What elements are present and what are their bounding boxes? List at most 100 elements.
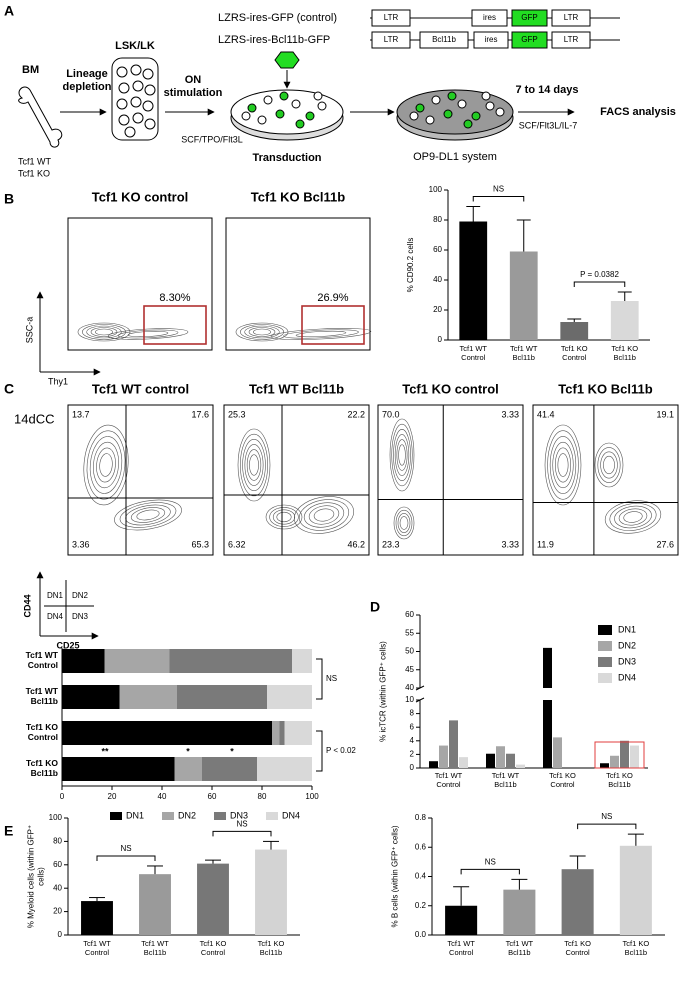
cell xyxy=(291,99,301,109)
key-label: DN2 xyxy=(72,591,89,600)
contour xyxy=(130,507,166,523)
contour xyxy=(240,324,284,340)
bar xyxy=(630,745,639,768)
cell xyxy=(485,101,495,111)
contour xyxy=(391,423,413,487)
x-tick-label-box: Tcf1 WT Bcl11b xyxy=(506,939,534,957)
quadrant-value: 3.33 xyxy=(501,539,519,549)
annotation: NS xyxy=(326,674,337,683)
y-tick-label: 40 xyxy=(53,883,62,892)
cell xyxy=(130,64,142,76)
quadrant-value: 27.6 xyxy=(656,539,674,549)
x-tick-label: Tcf1 KO Control xyxy=(199,939,227,957)
source-label: BM xyxy=(22,64,39,76)
x-tick-label-box: Tcf1 KO Bcl11b xyxy=(623,939,650,957)
y-tick-label: 60 xyxy=(433,245,442,254)
genotype: Tcf1 WT xyxy=(18,156,52,166)
y-tick-label-box: Tcf1 WT Control xyxy=(26,650,58,670)
duration-label: 7 to 14 days xyxy=(516,84,579,96)
cell xyxy=(247,103,257,113)
cell xyxy=(409,111,419,121)
bar-segment xyxy=(177,685,267,709)
gate-label: 8.30% xyxy=(159,292,190,304)
contour xyxy=(389,418,415,492)
contour xyxy=(308,505,340,525)
plot-title: Tcf1 KO Bcl11b xyxy=(558,381,652,396)
cell xyxy=(142,68,154,80)
construct-element xyxy=(551,9,591,27)
contour xyxy=(614,505,652,529)
y-axis-label-box: % Myeloid cells (within GFP⁺ cells) xyxy=(26,825,45,928)
construct-element-label: LTR xyxy=(384,35,399,44)
annotation: P < 0.02 xyxy=(326,746,356,755)
contour xyxy=(399,516,409,530)
plot-frame xyxy=(223,404,370,556)
bar-segment xyxy=(284,721,312,745)
cell xyxy=(443,109,453,119)
asterisk: ** xyxy=(101,746,109,756)
plot-frame xyxy=(377,404,524,556)
cell xyxy=(415,103,425,113)
cell xyxy=(279,91,289,101)
construct-element-label: GFP xyxy=(521,13,537,22)
cell xyxy=(295,119,305,129)
y-axis-label-box: % icTCR (within GFP⁺ cells) xyxy=(378,641,387,742)
contour xyxy=(82,324,126,340)
contour xyxy=(117,329,179,339)
legend-label: DN2 xyxy=(618,640,636,650)
x-tick-label: 0 xyxy=(60,792,65,801)
quadrant-value: 13.7 xyxy=(72,409,90,419)
x-tick-label-box: Tcf1 KO Control xyxy=(561,344,588,362)
contour xyxy=(618,508,648,526)
bar-segment xyxy=(119,685,177,709)
construct-element xyxy=(471,9,508,27)
legend-swatch xyxy=(598,641,612,651)
cell xyxy=(275,109,285,119)
y-tick-label: 10 xyxy=(405,695,414,704)
bar-segment xyxy=(62,685,120,709)
bar xyxy=(543,647,552,768)
legend-label: DN2 xyxy=(178,810,196,820)
bracket xyxy=(573,281,626,287)
contour xyxy=(623,511,643,523)
key-label: DN4 xyxy=(47,612,64,621)
contour xyxy=(283,329,359,339)
contour xyxy=(86,430,126,500)
quadrant-value: 23.3 xyxy=(382,539,400,549)
panel-label: D xyxy=(370,599,380,615)
legend-swatch xyxy=(162,812,174,820)
x-tick-label-box: Tcf1 WT Control xyxy=(460,344,488,362)
construct-element xyxy=(371,31,411,49)
contour xyxy=(554,447,572,483)
y-tick-label: 80 xyxy=(53,837,62,846)
construct-element-label: GFP xyxy=(521,35,537,44)
virus-icon xyxy=(274,51,300,69)
gate xyxy=(301,305,365,345)
panel-label: E xyxy=(4,823,13,839)
y-axis-label: % CD90.2 cells xyxy=(406,237,415,293)
highlight-box xyxy=(594,741,645,769)
annotation: NS xyxy=(120,844,131,853)
cell xyxy=(447,91,457,101)
panel-label: A xyxy=(4,3,14,19)
step-label: FACS analysis xyxy=(600,106,676,118)
y-tick-label: 0.2 xyxy=(415,901,427,910)
contour xyxy=(114,499,182,531)
bar xyxy=(449,720,458,768)
quadrant-value: 41.4 xyxy=(537,409,555,419)
x-tick-label: Tcf1 WT Bcl11b xyxy=(491,771,520,789)
y-axis-label-box: % B cells (within GFP⁺ cells) xyxy=(390,825,399,927)
construct-element-label: ires xyxy=(485,35,498,44)
legend-swatch xyxy=(266,812,278,820)
x-tick-label: Tcf1 KO Bcl11b xyxy=(606,771,633,789)
construct-name: LZRS-ires-Bcl11b-GFP xyxy=(218,34,330,46)
construct-element-label: ires xyxy=(483,13,496,22)
asterisk: * xyxy=(230,746,234,756)
contour xyxy=(249,454,259,476)
y-tick-label: 0 xyxy=(410,763,415,772)
cell xyxy=(130,96,142,108)
contour xyxy=(557,453,569,477)
y-tick-label: 2 xyxy=(410,750,415,759)
contour xyxy=(396,439,408,471)
plot-title: Tcf1 KO Bcl11b xyxy=(251,189,345,204)
